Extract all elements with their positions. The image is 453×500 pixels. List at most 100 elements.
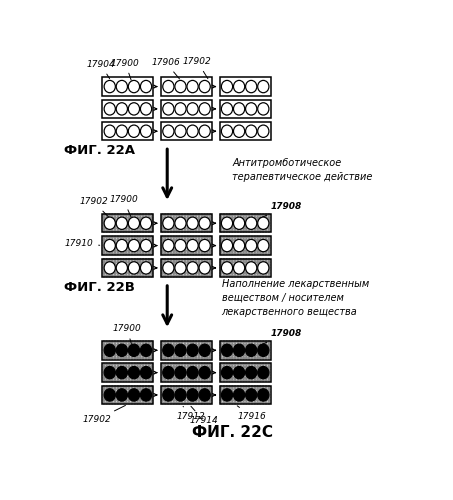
Circle shape <box>128 402 130 404</box>
Circle shape <box>184 220 186 222</box>
Circle shape <box>246 247 247 249</box>
Circle shape <box>229 369 231 370</box>
Circle shape <box>207 349 208 351</box>
Circle shape <box>198 380 200 382</box>
Circle shape <box>173 399 174 401</box>
Circle shape <box>207 225 208 226</box>
Circle shape <box>111 214 113 216</box>
Circle shape <box>220 377 222 379</box>
Circle shape <box>198 402 200 404</box>
Circle shape <box>187 272 188 274</box>
Circle shape <box>209 270 211 272</box>
Circle shape <box>131 214 133 216</box>
Circle shape <box>145 349 147 351</box>
Circle shape <box>265 220 267 222</box>
Circle shape <box>178 262 180 264</box>
Circle shape <box>193 391 194 393</box>
Circle shape <box>137 402 139 404</box>
Circle shape <box>134 222 135 224</box>
Circle shape <box>117 275 119 277</box>
Circle shape <box>220 239 222 241</box>
Circle shape <box>123 396 125 398</box>
Circle shape <box>223 391 225 393</box>
Circle shape <box>198 357 200 359</box>
Circle shape <box>184 372 186 374</box>
Circle shape <box>209 220 211 222</box>
Circle shape <box>234 216 236 218</box>
Circle shape <box>106 252 107 254</box>
Circle shape <box>151 380 153 382</box>
Circle shape <box>178 258 180 260</box>
Circle shape <box>258 102 269 115</box>
Circle shape <box>190 264 192 266</box>
Circle shape <box>178 214 180 216</box>
Circle shape <box>226 262 227 264</box>
Circle shape <box>103 394 105 396</box>
Circle shape <box>128 344 130 345</box>
Circle shape <box>209 242 211 244</box>
Circle shape <box>187 386 188 388</box>
Circle shape <box>237 391 239 393</box>
Circle shape <box>260 262 261 264</box>
Circle shape <box>145 377 147 379</box>
Circle shape <box>234 366 236 368</box>
Circle shape <box>148 247 149 249</box>
Circle shape <box>184 369 186 370</box>
Circle shape <box>233 389 245 401</box>
Circle shape <box>142 262 144 264</box>
Circle shape <box>187 349 188 351</box>
Circle shape <box>226 228 227 230</box>
Circle shape <box>209 396 211 398</box>
Circle shape <box>198 344 200 345</box>
Circle shape <box>204 252 206 254</box>
Circle shape <box>207 354 208 356</box>
Circle shape <box>198 391 200 393</box>
Circle shape <box>111 242 113 244</box>
Circle shape <box>220 394 222 396</box>
Circle shape <box>201 377 202 379</box>
Circle shape <box>254 388 255 390</box>
Circle shape <box>257 394 259 396</box>
Circle shape <box>187 354 188 356</box>
Circle shape <box>254 374 255 376</box>
Circle shape <box>234 225 236 226</box>
Circle shape <box>220 216 222 218</box>
Circle shape <box>201 364 202 366</box>
Circle shape <box>125 252 127 254</box>
Circle shape <box>207 216 208 218</box>
Circle shape <box>164 394 166 396</box>
Circle shape <box>243 230 245 232</box>
Circle shape <box>109 402 111 404</box>
Circle shape <box>231 354 233 356</box>
Circle shape <box>151 349 153 351</box>
Circle shape <box>251 220 253 222</box>
Circle shape <box>109 386 111 388</box>
Circle shape <box>134 264 135 266</box>
Circle shape <box>125 228 127 230</box>
Circle shape <box>243 354 245 356</box>
Circle shape <box>162 264 164 266</box>
Circle shape <box>134 270 135 272</box>
Circle shape <box>181 377 183 379</box>
Circle shape <box>106 377 107 379</box>
Circle shape <box>223 366 225 368</box>
Circle shape <box>162 270 164 272</box>
Circle shape <box>265 242 267 244</box>
Circle shape <box>114 250 116 252</box>
Circle shape <box>204 272 206 274</box>
Circle shape <box>237 394 239 396</box>
Circle shape <box>106 380 107 382</box>
Circle shape <box>162 239 164 241</box>
Circle shape <box>131 354 133 356</box>
Circle shape <box>181 230 183 232</box>
Circle shape <box>251 266 253 268</box>
Circle shape <box>151 377 153 379</box>
Circle shape <box>195 272 197 274</box>
Circle shape <box>111 264 113 266</box>
Circle shape <box>137 250 139 252</box>
Circle shape <box>265 250 267 252</box>
Circle shape <box>181 341 183 343</box>
Circle shape <box>111 275 113 277</box>
Circle shape <box>207 264 208 266</box>
Circle shape <box>123 341 125 343</box>
